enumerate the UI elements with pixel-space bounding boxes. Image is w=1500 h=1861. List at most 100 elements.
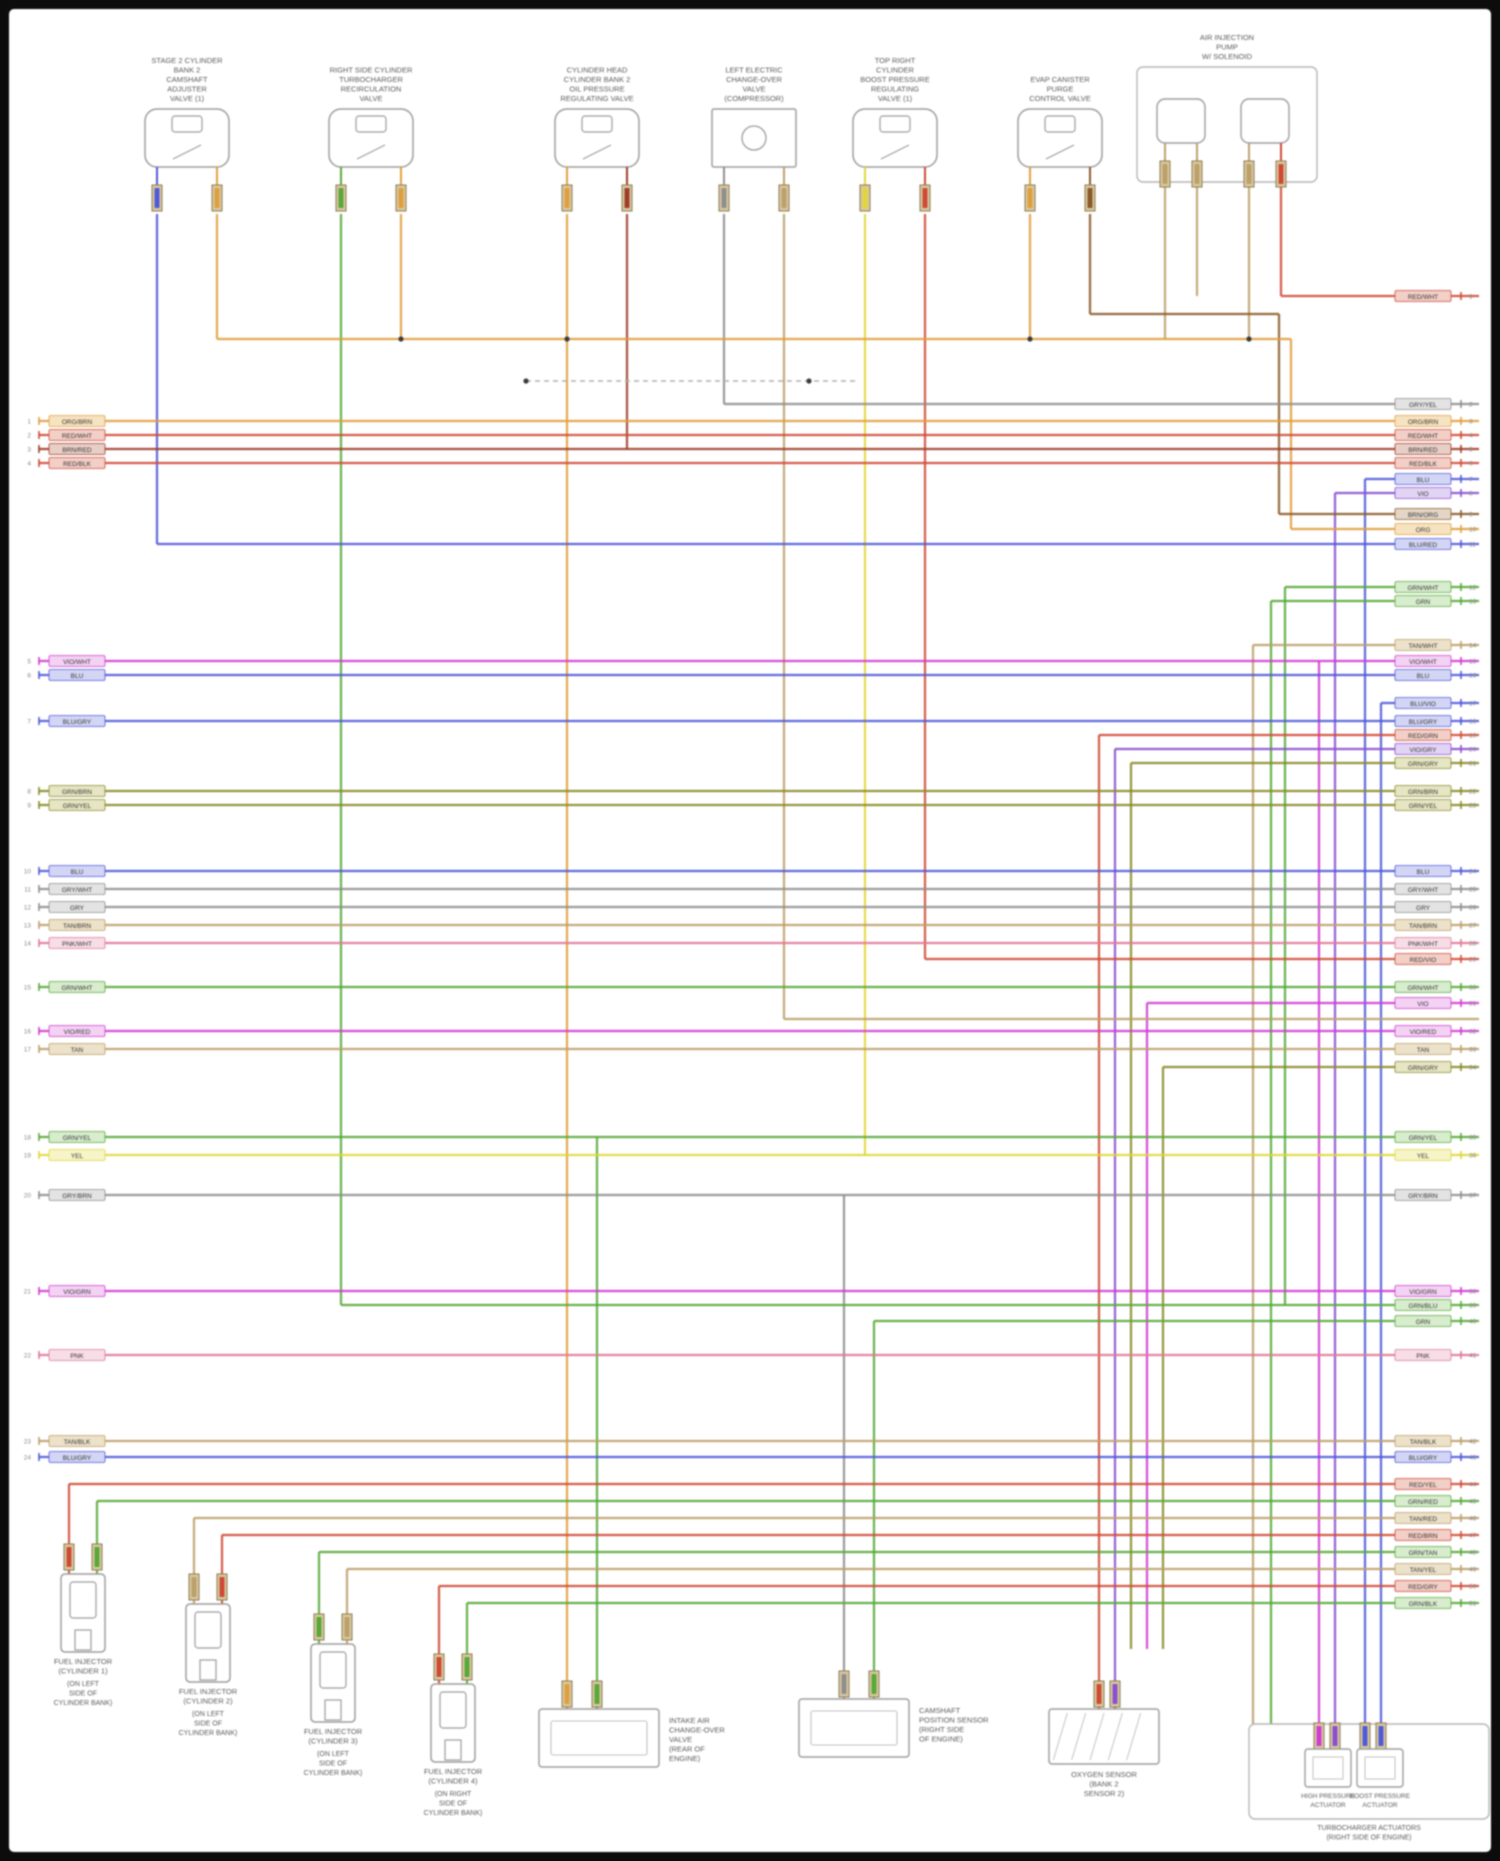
svg-text:47: 47: [1469, 1533, 1477, 1540]
wire-label: [48, 1451, 106, 1463]
svg-text:TOP RIGHT: TOP RIGHT: [875, 56, 916, 65]
svg-text:8: 8: [27, 789, 31, 796]
wire-label: [1394, 883, 1452, 895]
svg-text:(REAR OF: (REAR OF: [669, 1745, 705, 1754]
injector-2: FUEL INJECTOR(CYLINDER 2) (ON LEFT SIDE OF…: [179, 1573, 238, 1737]
wire-label: [1394, 715, 1452, 727]
svg-text:TURBOCHARGER ACTUATORS: TURBOCHARGER ACTUATORS: [1317, 1825, 1421, 1832]
wire-label: [1394, 799, 1452, 811]
svg-text:BLU: BLU: [71, 673, 84, 680]
svg-text:GRN/WHT: GRN/WHT: [1407, 985, 1438, 992]
svg-text:22: 22: [1469, 789, 1477, 796]
wire-label: [1394, 1495, 1452, 1507]
svg-text:VIO/WHT: VIO/WHT: [63, 659, 91, 666]
svg-text:14: 14: [24, 941, 32, 948]
svg-text:(ON RIGHT: (ON RIGHT: [435, 1791, 472, 1798]
svg-text:12: 12: [1469, 585, 1477, 592]
injector-1: FUEL INJECTOR(CYLINDER 1) (ON LEFT SIDE OF…: [54, 1543, 113, 1707]
svg-text:TAN/BLK: TAN/BLK: [1410, 1439, 1437, 1446]
svg-text:POSITION SENSOR: POSITION SENSOR: [919, 1716, 989, 1725]
wire-label: [1394, 1563, 1452, 1575]
svg-text:VALVE: VALVE: [742, 85, 765, 94]
wire-label: [1394, 1349, 1452, 1361]
svg-text:VIO/RED: VIO/RED: [1410, 1029, 1437, 1036]
wire-label: [48, 785, 106, 797]
wire-label: [1394, 1131, 1452, 1143]
svg-text:YEL: YEL: [71, 1153, 84, 1160]
svg-text:GRN/WHT: GRN/WHT: [61, 985, 92, 992]
wire-label: [48, 669, 106, 681]
svg-text:VIO: VIO: [1417, 1001, 1428, 1008]
component-symbol: [144, 108, 230, 168]
top-component-2: RIGHT SIDE CYLINDERTURBOCHARGERRECIRCULA…: [328, 66, 414, 212]
svg-text:GRY/WHT: GRY/WHT: [1408, 887, 1439, 894]
junction-dot: [1246, 336, 1252, 342]
component-symbol: [538, 1708, 660, 1768]
svg-text:GRN/YEL: GRN/YEL: [1409, 1135, 1438, 1142]
wire-label: [1394, 443, 1452, 455]
wire-label: [48, 1349, 106, 1361]
right-pins: 1 RED/WHT 2 GRY/YEL 3 ORG/BRN 4 RED/WHT 5 BRN/RED…: [1394, 290, 1477, 1609]
wire-label: [1394, 1149, 1452, 1161]
wire-label: [1394, 785, 1452, 797]
svg-text:TAN: TAN: [1417, 1047, 1430, 1054]
svg-text:25: 25: [1469, 887, 1477, 894]
svg-text:11: 11: [24, 887, 31, 894]
svg-text:CONTROL VALVE: CONTROL VALVE: [1029, 94, 1091, 103]
wire-label: [1394, 523, 1452, 535]
svg-text:36: 36: [1469, 1153, 1477, 1160]
svg-text:RED/WHT: RED/WHT: [1408, 433, 1438, 440]
svg-text:ADJUSTER: ADJUSTER: [167, 85, 207, 94]
svg-text:BLU: BLU: [71, 869, 84, 876]
wire-label: [1394, 290, 1452, 302]
wire-label: [1394, 757, 1452, 769]
svg-text:BLU/GRY: BLU/GRY: [1409, 719, 1438, 726]
svg-text:VIO/GRN: VIO/GRN: [63, 1289, 91, 1296]
wire-label: [1394, 953, 1452, 965]
svg-text:VIO/GRY: VIO/GRY: [1410, 747, 1438, 754]
svg-text:OIL PRESSURE: OIL PRESSURE: [569, 85, 624, 94]
injector-symbol: [60, 1573, 106, 1653]
svg-text:20: 20: [24, 1193, 32, 1200]
svg-text:CYLINDER BANK): CYLINDER BANK): [304, 1770, 363, 1777]
junction-dot: [398, 336, 404, 342]
svg-text:LEFT ELECTRIC: LEFT ELECTRIC: [725, 66, 783, 75]
svg-text:BANK 2: BANK 2: [174, 66, 201, 75]
svg-text:(RIGHT SIDE OF ENGINE): (RIGHT SIDE OF ENGINE): [1326, 1835, 1411, 1842]
wire-label: [1394, 997, 1452, 1009]
wire-label: [48, 443, 106, 455]
svg-text:BRN/ORG: BRN/ORG: [1408, 512, 1438, 519]
svg-text:PURGE: PURGE: [1047, 85, 1074, 94]
wire-label: [1394, 1580, 1452, 1592]
wire-label: [48, 919, 106, 931]
wire-label: [48, 799, 106, 811]
wire-label: [1394, 697, 1452, 709]
svg-text:RED/VIO: RED/VIO: [1410, 957, 1437, 964]
wire-label: [48, 1149, 106, 1161]
svg-text:(CYLINDER 1): (CYLINDER 1): [58, 1667, 108, 1676]
svg-text:4: 4: [1469, 433, 1473, 440]
wire-label: [1394, 398, 1452, 410]
svg-text:TAN/YEL: TAN/YEL: [1410, 1567, 1437, 1574]
svg-text:TAN/BRN: TAN/BRN: [1409, 923, 1437, 930]
component-symbol: [798, 1698, 910, 1758]
svg-text:TAN/RED: TAN/RED: [1409, 1516, 1437, 1523]
svg-text:GRN/YEL: GRN/YEL: [63, 803, 92, 810]
svg-text:16: 16: [24, 1029, 32, 1036]
svg-text:(ON LEFT: (ON LEFT: [67, 1681, 100, 1688]
wire-label: [1394, 1285, 1452, 1297]
wire-label: [1394, 937, 1452, 949]
svg-text:49: 49: [1469, 1567, 1477, 1574]
wire-label: [1394, 1043, 1452, 1055]
svg-text:GRN/WHT: GRN/WHT: [1407, 585, 1438, 592]
svg-text:6: 6: [1469, 461, 1473, 468]
svg-text:VALVE (1): VALVE (1): [170, 94, 205, 103]
wire-label: [1394, 1512, 1452, 1524]
